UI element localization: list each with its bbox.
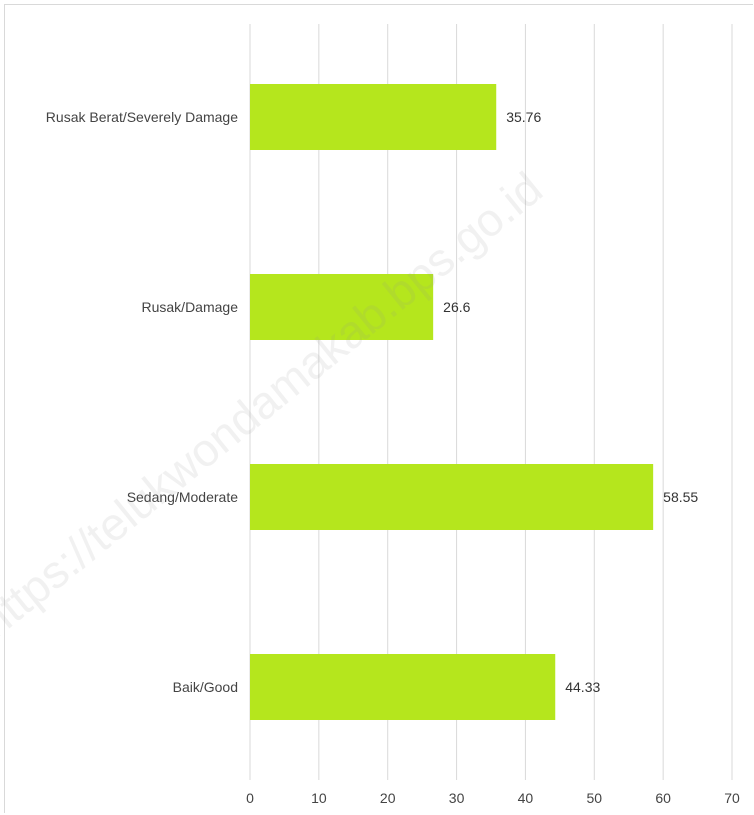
bar-2 [250, 464, 654, 530]
data-label-0: 35.76 [506, 109, 541, 125]
category-label-3: Baik/Good [173, 679, 238, 695]
data-label-1: 26.6 [443, 299, 470, 315]
x-tick-label-20: 20 [380, 790, 396, 806]
labels: 0 10 20 30 40 50 60 70 Rusak Berat/Severely Dama… [46, 109, 740, 806]
category-label-1: Rusak/Damage [142, 299, 239, 315]
x-tick-label-10: 10 [311, 790, 327, 806]
bar-3 [250, 654, 556, 720]
x-tick-label-40: 40 [518, 790, 534, 806]
x-tick-label-50: 50 [586, 790, 602, 806]
x-tick-label-60: 60 [655, 790, 671, 806]
chart-frame [4, 4, 753, 813]
data-label-3: 44.33 [565, 679, 600, 695]
x-tick-label-70: 70 [724, 790, 740, 806]
category-label-2: Sedang/Moderate [127, 489, 239, 505]
data-label-2: 58.55 [663, 489, 698, 505]
x-tick-label-0: 0 [246, 790, 254, 806]
bars [250, 84, 654, 720]
bar-0 [250, 84, 497, 150]
category-label-0: Rusak Berat/Severely Damage [46, 109, 238, 125]
x-tick-label-30: 30 [449, 790, 465, 806]
bar-1 [250, 274, 434, 340]
